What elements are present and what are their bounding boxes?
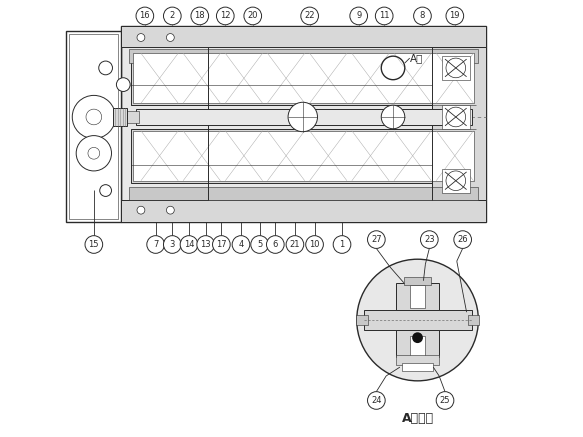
Text: 27: 27: [371, 235, 382, 244]
Circle shape: [117, 78, 130, 91]
Text: 13: 13: [201, 240, 211, 249]
Bar: [69, 34, 118, 219]
Bar: [121, 26, 486, 222]
Circle shape: [367, 231, 385, 248]
Text: 11: 11: [379, 11, 389, 21]
Bar: [121, 26, 486, 47]
Bar: [131, 129, 476, 183]
Circle shape: [191, 7, 209, 25]
Text: 19: 19: [449, 11, 460, 21]
Circle shape: [147, 236, 164, 253]
Circle shape: [413, 7, 431, 25]
Text: 25: 25: [440, 396, 450, 405]
Text: 24: 24: [371, 396, 382, 405]
Bar: [432, 47, 486, 200]
Circle shape: [266, 236, 284, 253]
Bar: [136, 109, 472, 125]
Circle shape: [412, 332, 423, 343]
Circle shape: [288, 102, 318, 132]
Text: 17: 17: [216, 240, 227, 249]
Circle shape: [166, 206, 174, 214]
Circle shape: [137, 34, 145, 42]
Circle shape: [244, 7, 262, 25]
Circle shape: [99, 61, 113, 75]
Bar: [129, 187, 479, 200]
Text: 5: 5: [257, 240, 262, 249]
Text: 15: 15: [89, 240, 99, 249]
Text: 20: 20: [248, 11, 258, 21]
Text: 18: 18: [195, 11, 205, 21]
Circle shape: [381, 105, 405, 129]
Text: 9: 9: [356, 11, 361, 21]
Text: 12: 12: [220, 11, 230, 21]
Bar: [396, 355, 439, 365]
Bar: [396, 283, 439, 310]
Circle shape: [136, 7, 154, 25]
Text: 2: 2: [170, 11, 175, 21]
Circle shape: [301, 7, 318, 25]
Text: 16: 16: [139, 11, 150, 21]
Bar: [114, 108, 127, 126]
Circle shape: [232, 236, 250, 253]
Bar: [364, 310, 472, 330]
Bar: [442, 56, 469, 80]
Bar: [121, 200, 486, 222]
Circle shape: [357, 259, 479, 381]
Circle shape: [436, 392, 454, 409]
Circle shape: [350, 7, 367, 25]
Text: 23: 23: [424, 235, 435, 244]
Circle shape: [163, 7, 181, 25]
Bar: [404, 277, 431, 285]
Circle shape: [88, 147, 100, 159]
Circle shape: [251, 236, 268, 253]
Text: A部詳細: A部詳細: [402, 412, 434, 425]
Circle shape: [76, 135, 111, 171]
Text: 1: 1: [339, 240, 345, 249]
Circle shape: [216, 7, 234, 25]
Circle shape: [163, 236, 181, 253]
Bar: [410, 285, 426, 308]
Circle shape: [85, 236, 103, 253]
Text: 14: 14: [184, 240, 194, 249]
Bar: [410, 336, 426, 357]
Circle shape: [166, 34, 174, 42]
Circle shape: [213, 236, 230, 253]
Text: 10: 10: [310, 240, 320, 249]
Text: 4: 4: [238, 240, 244, 249]
Bar: [66, 31, 121, 222]
Circle shape: [180, 236, 198, 253]
Circle shape: [100, 185, 111, 196]
Circle shape: [137, 206, 145, 214]
Text: 7: 7: [153, 240, 159, 249]
Bar: [402, 363, 433, 371]
Circle shape: [375, 7, 393, 25]
Bar: [131, 51, 476, 105]
Text: 6: 6: [273, 240, 278, 249]
Circle shape: [72, 95, 115, 139]
Text: 22: 22: [304, 11, 315, 21]
Bar: [356, 315, 367, 325]
Circle shape: [197, 236, 215, 253]
Bar: [468, 315, 479, 325]
Bar: [121, 111, 139, 123]
Bar: [133, 131, 475, 181]
Text: A部: A部: [410, 53, 423, 63]
Text: 3: 3: [170, 240, 175, 249]
Circle shape: [420, 231, 438, 248]
Text: 8: 8: [420, 11, 425, 21]
Circle shape: [333, 236, 351, 253]
Circle shape: [86, 109, 101, 125]
Circle shape: [446, 7, 463, 25]
Circle shape: [286, 236, 304, 253]
Bar: [442, 169, 469, 193]
Bar: [133, 53, 475, 103]
Bar: [129, 49, 479, 63]
Circle shape: [305, 236, 324, 253]
Bar: [442, 105, 469, 129]
Circle shape: [454, 231, 472, 248]
Text: 21: 21: [290, 240, 300, 249]
Circle shape: [367, 392, 385, 409]
Text: 26: 26: [457, 235, 468, 244]
Bar: [396, 330, 439, 357]
